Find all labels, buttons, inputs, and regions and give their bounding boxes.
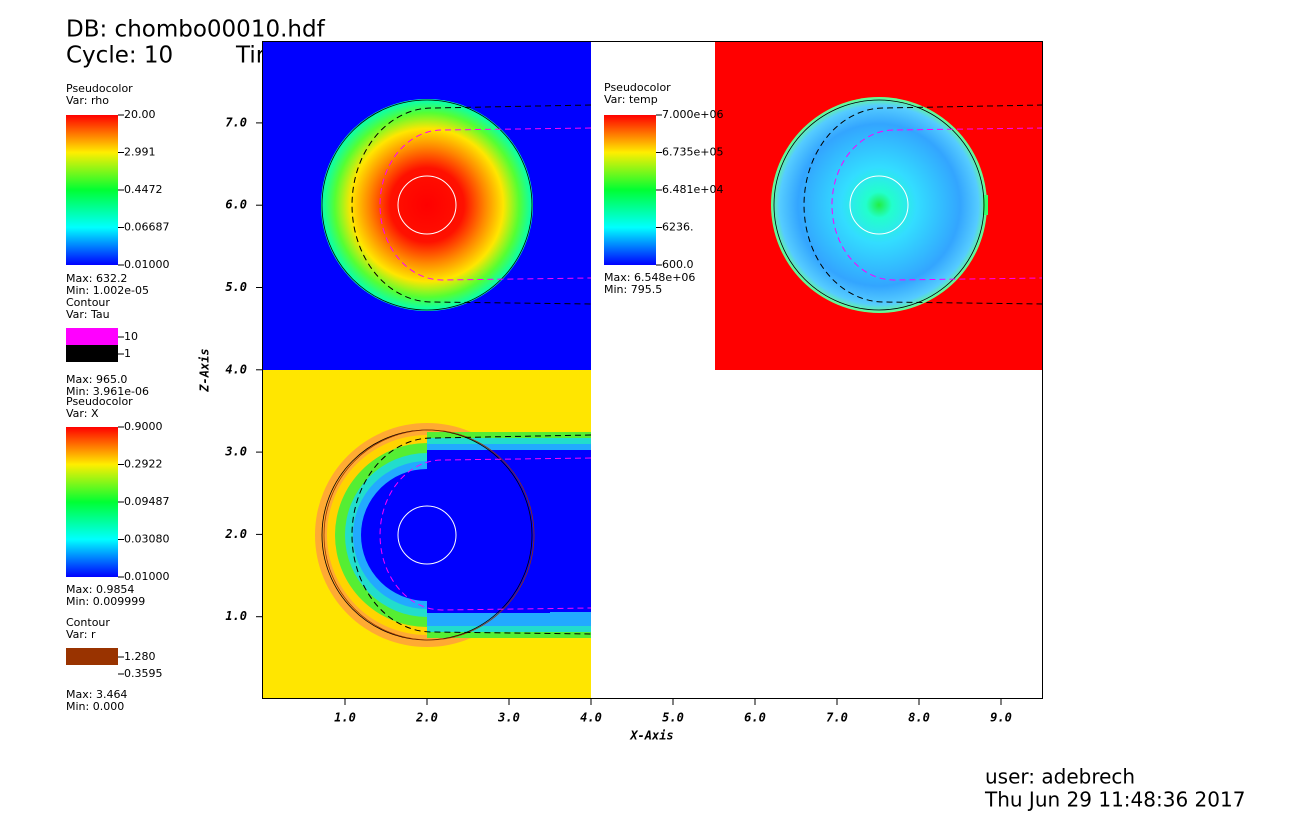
legend-min: Min: 0.009999 — [66, 595, 145, 608]
legend-tick-label: 0.2922 — [124, 458, 163, 471]
z-tick-label: 5.0 — [225, 280, 247, 294]
x-tick-label: 8.0 — [908, 711, 930, 725]
z-tick-label: 7.0 — [225, 115, 247, 129]
z-tick-label: 3.0 — [224, 445, 247, 459]
legend-max: Max: 632.2 — [66, 272, 127, 285]
legend-max: Max: 6.548e+06 — [604, 271, 695, 284]
x-tick-label: 3.0 — [497, 711, 520, 725]
legend-var: Var: temp — [604, 93, 658, 106]
legend-var: Var: rho — [66, 94, 109, 107]
contour-inner — [397, 505, 457, 565]
legend-tick-label: 6.481e+04 — [662, 183, 723, 196]
contour — [321, 99, 533, 311]
db-title: DB: chombo00010.hdf — [66, 17, 326, 43]
z-axis-title: Z-Axis — [198, 348, 212, 392]
legend-tick-label: 0.06687 — [124, 221, 170, 234]
color-bar — [66, 427, 118, 577]
legend-tick-label: 0.09487 — [124, 495, 170, 508]
contour-tau-10 — [379, 127, 591, 281]
legend-tick-label: 6236. — [662, 221, 694, 234]
contour-tau-10 — [379, 457, 591, 611]
x-tick-label: 9.0 — [990, 711, 1012, 725]
contour-tau-1 — [803, 104, 1043, 305]
legend-var: Var: X — [66, 407, 99, 420]
legend-level-label: 1 — [124, 347, 131, 360]
legend-tick-label: 0.4472 — [124, 183, 163, 196]
contour-swatch — [66, 648, 118, 665]
legend-level-label: 0.3595 — [124, 667, 163, 680]
contour-r — [323, 429, 535, 641]
x-axis-title: X-Axis — [629, 729, 673, 743]
legend-min: Min: 0.000 — [66, 700, 124, 713]
x-tick-label: 1.0 — [334, 711, 356, 725]
contour-swatch — [66, 345, 118, 362]
contour — [773, 99, 985, 311]
temp-field — [771, 97, 987, 313]
color-bar — [604, 115, 656, 265]
edge-strip — [983, 195, 988, 215]
z-tick-label: 2.0 — [224, 527, 247, 541]
user: user: adebrech — [985, 765, 1135, 789]
legend-kind: Contour — [66, 296, 110, 309]
plot-frame — [262, 41, 1043, 699]
x-tick-label: 7.0 — [826, 711, 848, 725]
tail-band — [550, 612, 591, 626]
legend-tick-label: 0.03080 — [124, 533, 170, 546]
legend-tick-label: 20.00 — [124, 108, 156, 121]
cycle: Cycle: 10 — [66, 43, 173, 69]
x-tick-label: 6.0 — [744, 711, 766, 725]
legend-kind: Pseudocolor — [604, 81, 671, 94]
density-field — [321, 99, 533, 311]
contour-inner — [397, 175, 457, 235]
legend-level-label: 10 — [124, 330, 138, 343]
panel-temp — [715, 41, 1043, 370]
legend-min: Min: 795.5 — [604, 283, 662, 296]
legend-kind: Pseudocolor — [66, 82, 133, 95]
legend-tick-label: 6.735e+05 — [662, 146, 723, 159]
z-tick-label: 1.0 — [225, 609, 247, 623]
panel-rho — [263, 41, 591, 370]
legend-min: Min: 3.961e-06 — [66, 385, 149, 398]
contour-inner — [849, 175, 909, 235]
legend-tick-label: 2.991 — [124, 146, 156, 159]
legend-max: Max: 3.464 — [66, 688, 127, 701]
x-tick-label: 2.0 — [415, 711, 438, 725]
panel-x — [263, 370, 591, 699]
x-tick-label: 4.0 — [580, 711, 602, 725]
contour-tau-10 — [831, 127, 1043, 281]
color-bar — [66, 115, 118, 265]
contour-swatch — [66, 328, 118, 345]
legend-tick-label: 0.01000 — [124, 570, 170, 583]
legend-var: Var: r — [66, 628, 96, 641]
contour-tau-1 — [351, 104, 591, 305]
z-tick-label: 6.0 — [225, 198, 247, 212]
legend-var: Var: Tau — [66, 308, 110, 321]
date: Thu Jun 29 11:48:36 2017 — [984, 788, 1245, 812]
legend-tick-label: 0.01000 — [124, 258, 170, 271]
legend-tick-label: 600.0 — [662, 258, 694, 271]
legend-level-label: 1.280 — [124, 650, 156, 663]
legend-tick-label: 0.9000 — [124, 420, 163, 433]
contour-tau-1 — [351, 434, 591, 635]
x-tick-label: 5.0 — [662, 711, 684, 725]
z-tick-label: 4.0 — [225, 362, 247, 376]
legend-min: Min: 1.002e-05 — [66, 284, 149, 297]
legend-kind: Pseudocolor — [66, 395, 133, 408]
legend-max: Max: 0.9854 — [66, 583, 134, 596]
mixture-band — [427, 450, 591, 613]
legend-tick-label: 7.000e+06 — [662, 108, 723, 121]
legend-max: Max: 965.0 — [66, 373, 127, 386]
legend-kind: Contour — [66, 616, 110, 629]
